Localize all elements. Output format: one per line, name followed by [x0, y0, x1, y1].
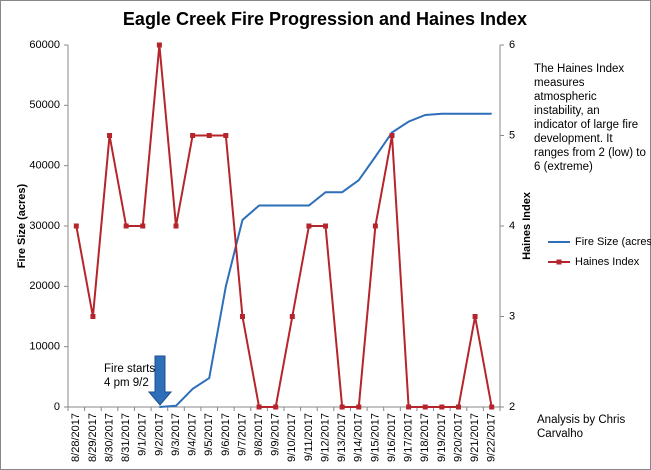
point-marker	[306, 223, 312, 229]
y-tick-label: 60000	[29, 39, 60, 51]
point-marker	[123, 223, 129, 229]
point-marker	[323, 223, 329, 229]
x-tick-label: 9/9/2017	[270, 413, 282, 456]
start-arrow	[147, 355, 173, 406]
point-marker	[140, 223, 146, 229]
y-axis-label: Fire Size (acres)	[16, 183, 28, 268]
x-tick-label: 9/13/2017	[336, 413, 348, 462]
x-tick-label: 9/14/2017	[353, 413, 365, 462]
x-tick-label: 9/11/2017	[303, 413, 315, 461]
x-tick-label: 9/18/2017	[419, 413, 431, 462]
point-marker	[439, 404, 445, 410]
series-line	[159, 112, 492, 408]
x-tick-label: 9/3/2017	[170, 413, 182, 456]
y-tick-label: 20000	[29, 280, 60, 292]
start-note: Fire starts 4 pm 9/2	[104, 363, 156, 389]
y2-tick-label: 2	[509, 401, 515, 413]
x-tick-label: 9/1/2017	[137, 413, 149, 456]
legend-label: Haines Index	[575, 256, 640, 268]
x-tick-label: 8/30/2017	[103, 413, 115, 462]
point-marker	[273, 404, 279, 410]
point-marker	[289, 314, 295, 319]
x-tick-label: 8/31/2017	[120, 413, 132, 462]
legend-label: Fire Size (acres)	[575, 236, 651, 248]
x-tick-label: 9/22/2017	[486, 413, 498, 462]
x-tick-label: 9/5/2017	[203, 413, 215, 456]
x-tick-label: 9/4/2017	[187, 413, 199, 456]
y-tick-label: 10000	[29, 341, 60, 353]
point-marker	[406, 404, 412, 410]
point-marker	[339, 404, 345, 410]
point-marker	[256, 404, 262, 410]
y-tick-label: 50000	[29, 99, 60, 111]
point-marker	[472, 314, 478, 319]
point-marker	[156, 42, 162, 48]
x-tick-label: 9/20/2017	[452, 413, 464, 462]
credit-note: Analysis by Chris Carvalho	[537, 414, 626, 440]
point-marker	[372, 223, 378, 229]
y-tick-label: 0	[54, 401, 60, 413]
x-tick-label: 9/10/2017	[286, 413, 298, 462]
point-marker	[455, 404, 461, 410]
legend-marker	[556, 259, 562, 265]
y2-tick-label: 6	[509, 39, 515, 51]
y2-axis-label: Haines Index	[521, 191, 533, 260]
point-marker	[422, 404, 428, 410]
x-tick-label: 9/2/2017	[153, 413, 165, 456]
x-tick-label: 9/16/2017	[386, 413, 398, 462]
y2-tick-label: 4	[509, 220, 515, 232]
point-marker	[173, 223, 179, 229]
x-tick-label: 9/21/2017	[469, 413, 481, 462]
x-tick-label: 9/15/2017	[369, 413, 381, 462]
x-tick-label: 9/19/2017	[436, 413, 448, 462]
y2-tick-label: 5	[509, 129, 515, 141]
y-tick-label: 30000	[29, 220, 60, 232]
point-marker	[239, 314, 245, 319]
y-tick-label: 40000	[29, 160, 60, 172]
x-tick-label: 8/28/2017	[70, 413, 82, 462]
point-marker	[489, 404, 495, 410]
x-tick-label: 9/17/2017	[403, 413, 415, 462]
y2-tick-label: 3	[509, 310, 515, 322]
x-tick-label: 9/7/2017	[236, 413, 248, 456]
x-tick-label: 8/29/2017	[87, 413, 99, 462]
x-tick-label: 9/12/2017	[319, 413, 331, 462]
haines-note: The Haines Index measures atmospheric in…	[534, 63, 646, 173]
point-marker	[223, 133, 229, 138]
point-marker	[389, 133, 395, 138]
point-marker	[90, 314, 96, 319]
point-marker	[356, 404, 362, 410]
point-marker	[73, 223, 79, 229]
series-line	[75, 44, 493, 408]
point-marker	[190, 133, 196, 138]
point-marker	[107, 133, 113, 138]
point-marker	[206, 133, 212, 138]
x-tick-label: 9/6/2017	[220, 413, 232, 456]
chart-title: Eagle Creek Fire Progression and Haines …	[123, 9, 527, 29]
x-tick-label: 9/8/2017	[253, 413, 265, 456]
